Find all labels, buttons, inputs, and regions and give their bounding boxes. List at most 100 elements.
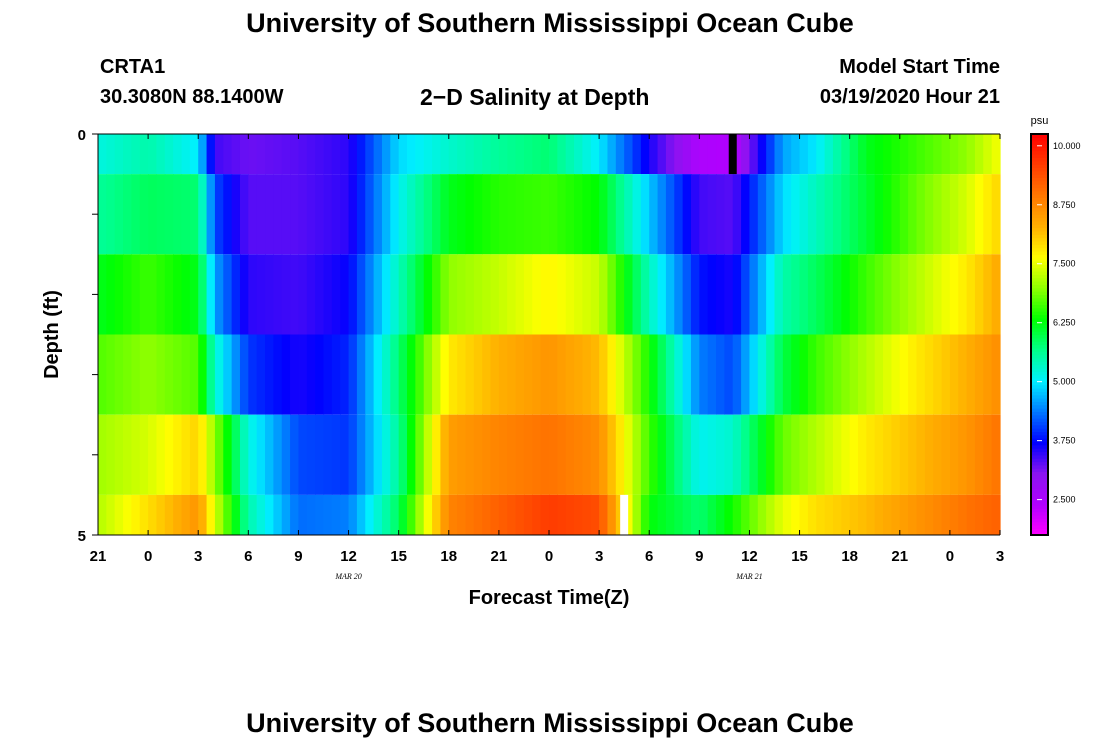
heatmap-cell bbox=[824, 334, 834, 415]
heatmap-cell bbox=[774, 174, 784, 255]
heatmap-cell bbox=[565, 414, 575, 495]
heatmap-cell bbox=[131, 174, 141, 255]
heatmap-cell bbox=[866, 174, 876, 255]
heatmap-cell bbox=[214, 134, 224, 175]
heatmap-cell bbox=[356, 174, 366, 255]
heatmap-cell bbox=[490, 254, 500, 335]
heatmap-cell bbox=[782, 254, 792, 335]
colorbar-segment bbox=[1031, 474, 1048, 479]
heatmap-cell bbox=[590, 134, 600, 175]
colorbar-segment bbox=[1031, 521, 1048, 526]
heatmap-cell bbox=[239, 254, 249, 335]
heatmap-cell bbox=[665, 174, 675, 255]
heatmap-cell bbox=[757, 494, 767, 535]
heatmap-cell bbox=[732, 254, 742, 335]
heatmap-cell bbox=[482, 134, 492, 175]
heatmap-cell bbox=[799, 494, 809, 535]
heatmap-cell bbox=[624, 174, 634, 255]
heatmap-cell bbox=[832, 174, 842, 255]
heatmap-cell bbox=[791, 494, 801, 535]
heatmap-cell bbox=[724, 174, 734, 255]
heatmap-cell bbox=[599, 174, 609, 255]
heatmap-cell bbox=[966, 414, 976, 495]
heatmap-cell bbox=[607, 334, 617, 415]
heatmap-cell bbox=[373, 134, 383, 175]
heatmap-cell bbox=[365, 134, 375, 175]
x-tick-label: 12 bbox=[340, 548, 357, 565]
heatmap-cell bbox=[549, 414, 558, 495]
heatmap-cell bbox=[657, 414, 667, 495]
x-axis-label: Forecast Time(Z) bbox=[469, 587, 630, 609]
heatmap-cell bbox=[991, 494, 1001, 535]
heatmap-cell bbox=[782, 174, 792, 255]
heatmap-cell bbox=[432, 334, 442, 415]
heatmap-cell bbox=[164, 334, 174, 415]
heatmap-cell bbox=[198, 414, 208, 495]
heatmap-cell bbox=[256, 414, 266, 495]
heatmap-cell bbox=[941, 174, 951, 255]
heatmap-cell bbox=[766, 254, 776, 335]
colorbar-segment bbox=[1031, 434, 1048, 439]
heatmap-cell bbox=[507, 334, 517, 415]
heatmap-cell bbox=[774, 254, 784, 335]
heatmap-cell bbox=[966, 254, 976, 335]
heatmap-cell bbox=[949, 134, 959, 175]
colorbar-tick-label: 7.500 bbox=[1053, 259, 1076, 269]
heatmap-cell bbox=[883, 254, 893, 335]
heatmap-cell bbox=[958, 254, 968, 335]
heatmap-cell bbox=[891, 334, 901, 415]
heatmap-cell bbox=[883, 494, 893, 535]
heatmap-cell bbox=[824, 254, 834, 335]
heatmap-cell bbox=[690, 134, 700, 175]
heatmap-cell bbox=[866, 334, 876, 415]
heatmap-cell bbox=[98, 334, 107, 415]
heatmap-cells bbox=[98, 134, 1001, 535]
heatmap-cell bbox=[632, 414, 642, 495]
heatmap-cell bbox=[657, 134, 667, 175]
heatmap-cell bbox=[290, 494, 300, 535]
heatmap-cell bbox=[941, 494, 951, 535]
heatmap-cell bbox=[532, 174, 542, 255]
colorbar-segment bbox=[1031, 441, 1048, 446]
heatmap-cell bbox=[457, 254, 467, 335]
heatmap-cell bbox=[724, 414, 734, 495]
heatmap-cell bbox=[323, 334, 333, 415]
colorbar-segment bbox=[1031, 464, 1048, 469]
heatmap-cell bbox=[365, 334, 375, 415]
colorbar-segment bbox=[1031, 404, 1048, 409]
heatmap-cell bbox=[98, 494, 107, 535]
heatmap-cell bbox=[440, 334, 450, 415]
heatmap-cell bbox=[599, 334, 609, 415]
heatmap-cell bbox=[273, 494, 283, 535]
heatmap-cell bbox=[131, 494, 141, 535]
colorbar-tick-label: 3.750 bbox=[1053, 436, 1076, 446]
heatmap-cell bbox=[448, 134, 458, 175]
heatmap-cell bbox=[983, 254, 993, 335]
heatmap-cell bbox=[832, 134, 842, 175]
heatmap-cell bbox=[908, 174, 918, 255]
heatmap-cell bbox=[816, 174, 826, 255]
heatmap-cell bbox=[832, 414, 842, 495]
heatmap-cell bbox=[949, 174, 959, 255]
date-label: MAR 21 bbox=[735, 572, 762, 581]
model-start-value: 03/19/2020 Hour 21 bbox=[819, 86, 1000, 108]
heatmap-cell bbox=[732, 494, 742, 535]
colorbar-segment bbox=[1031, 164, 1048, 169]
heatmap-cell bbox=[348, 254, 358, 335]
heatmap-cell bbox=[331, 134, 341, 175]
heatmap-cell bbox=[883, 414, 893, 495]
heatmap-cell bbox=[849, 414, 859, 495]
colorbar-segment bbox=[1031, 167, 1048, 172]
heatmap-cell bbox=[181, 494, 191, 535]
heatmap-cell bbox=[223, 494, 233, 535]
colorbar-segment bbox=[1031, 498, 1048, 503]
heatmap-cell bbox=[615, 174, 625, 255]
heatmap-cell bbox=[891, 414, 901, 495]
heatmap-cell bbox=[807, 334, 817, 415]
heatmap-cell bbox=[732, 134, 742, 175]
heatmap-cell bbox=[766, 134, 776, 175]
heatmap-cell bbox=[741, 134, 751, 175]
heatmap-cell bbox=[949, 254, 959, 335]
colorbar-segment bbox=[1031, 267, 1048, 272]
